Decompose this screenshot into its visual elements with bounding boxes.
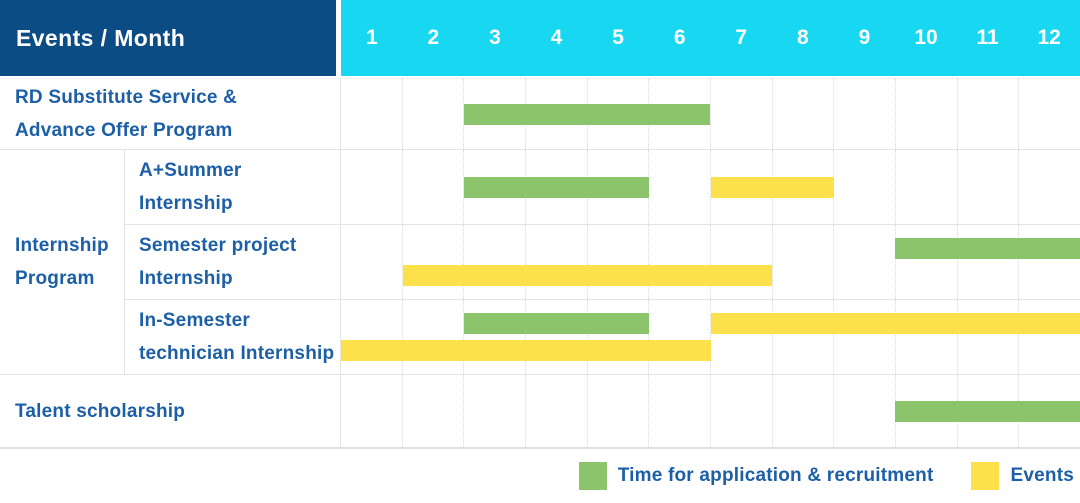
month-header-7: 7 bbox=[710, 0, 772, 76]
month-header-8: 8 bbox=[772, 0, 834, 76]
month-cell bbox=[587, 375, 649, 447]
month-cell bbox=[833, 375, 895, 447]
month-cell bbox=[587, 300, 649, 374]
bar-event bbox=[711, 313, 1080, 334]
month-cell bbox=[772, 225, 834, 299]
month-cell bbox=[957, 79, 1019, 149]
month-cell bbox=[341, 375, 402, 447]
month-cell bbox=[648, 225, 710, 299]
month-cell bbox=[402, 375, 464, 447]
month-cell bbox=[341, 79, 402, 149]
legend-application-label: Time for application & recruitment bbox=[618, 465, 934, 487]
month-cell bbox=[957, 150, 1019, 224]
bar-event bbox=[403, 265, 773, 286]
bar-event bbox=[711, 177, 834, 198]
bar-application bbox=[464, 313, 649, 334]
application-color-swatch bbox=[579, 462, 607, 490]
bar-application bbox=[895, 238, 1080, 259]
month-cell bbox=[895, 300, 957, 374]
month-cell bbox=[710, 79, 772, 149]
month-header-5: 5 bbox=[587, 0, 649, 76]
month-cell bbox=[463, 375, 525, 447]
month-grid bbox=[341, 79, 1080, 149]
subrow-label: Semester project Internship bbox=[125, 225, 341, 299]
gantt-subrow: In-Semester technician Internship bbox=[125, 300, 1080, 374]
month-header-2: 2 bbox=[403, 0, 465, 76]
month-header-10: 10 bbox=[895, 0, 957, 76]
month-cell bbox=[587, 225, 649, 299]
month-cell bbox=[463, 300, 525, 374]
month-header-4: 4 bbox=[526, 0, 588, 76]
month-cell bbox=[341, 150, 402, 224]
month-cell bbox=[402, 225, 464, 299]
month-grid bbox=[341, 300, 1080, 374]
month-cell bbox=[463, 225, 525, 299]
month-header-1: 1 bbox=[341, 0, 403, 76]
month-cell bbox=[648, 300, 710, 374]
legend: Time for application & recruitment Event… bbox=[0, 449, 1080, 503]
gantt-subrow: Semester project Internship bbox=[125, 225, 1080, 300]
month-cell bbox=[648, 375, 710, 447]
legend-events-label: Events bbox=[1010, 465, 1074, 487]
month-cell bbox=[833, 79, 895, 149]
month-cell bbox=[525, 225, 587, 299]
events-month-header: Events / Month bbox=[0, 0, 336, 76]
events-color-swatch bbox=[971, 462, 999, 490]
month-cell bbox=[1018, 150, 1080, 224]
month-cell bbox=[895, 225, 957, 299]
bar-event bbox=[341, 340, 711, 361]
row-label: RD Substitute Service & Advance Offer Pr… bbox=[0, 79, 341, 149]
bar-application bbox=[464, 104, 710, 125]
month-header-12: 12 bbox=[1018, 0, 1080, 76]
subrow-label: In-Semester technician Internship bbox=[125, 300, 341, 374]
gantt-row: RD Substitute Service & Advance Offer Pr… bbox=[0, 79, 1080, 150]
legend-item-application: Time for application & recruitment bbox=[579, 462, 934, 490]
month-cell bbox=[833, 150, 895, 224]
month-cell bbox=[341, 225, 402, 299]
legend-item-events: Events bbox=[971, 462, 1074, 490]
month-cell bbox=[402, 150, 464, 224]
month-cell bbox=[1018, 79, 1080, 149]
month-cell bbox=[648, 150, 710, 224]
gantt-row: Talent scholarship bbox=[0, 375, 1080, 449]
month-cell bbox=[833, 300, 895, 374]
month-header-11: 11 bbox=[957, 0, 1019, 76]
month-cell bbox=[957, 300, 1019, 374]
bar-application bbox=[464, 177, 649, 198]
month-header-6: 6 bbox=[649, 0, 711, 76]
month-cell bbox=[402, 300, 464, 374]
bar-application bbox=[895, 401, 1080, 422]
month-cell bbox=[772, 375, 834, 447]
month-cell bbox=[833, 225, 895, 299]
month-cell bbox=[525, 300, 587, 374]
month-cell bbox=[710, 300, 772, 374]
month-grid bbox=[341, 225, 1080, 299]
month-cell bbox=[895, 79, 957, 149]
month-cell bbox=[1018, 300, 1080, 374]
month-cell bbox=[772, 79, 834, 149]
month-cell bbox=[341, 300, 402, 374]
month-cell bbox=[895, 150, 957, 224]
month-header-9: 9 bbox=[834, 0, 896, 76]
gantt-subrow: A+Summer Internship bbox=[125, 150, 1080, 225]
month-cell bbox=[772, 300, 834, 374]
month-grid bbox=[341, 375, 1080, 447]
month-header-3: 3 bbox=[464, 0, 526, 76]
month-cell bbox=[402, 79, 464, 149]
month-grid bbox=[341, 150, 1080, 224]
row-label: Talent scholarship bbox=[0, 375, 341, 447]
month-cell bbox=[525, 375, 587, 447]
month-cell bbox=[710, 375, 772, 447]
month-cell bbox=[710, 225, 772, 299]
gantt-body: RD Substitute Service & Advance Offer Pr… bbox=[0, 78, 1080, 449]
group-label: Internship Program bbox=[0, 150, 125, 374]
month-cell bbox=[957, 225, 1019, 299]
month-cell bbox=[1018, 225, 1080, 299]
subrow-label: A+Summer Internship bbox=[125, 150, 341, 224]
